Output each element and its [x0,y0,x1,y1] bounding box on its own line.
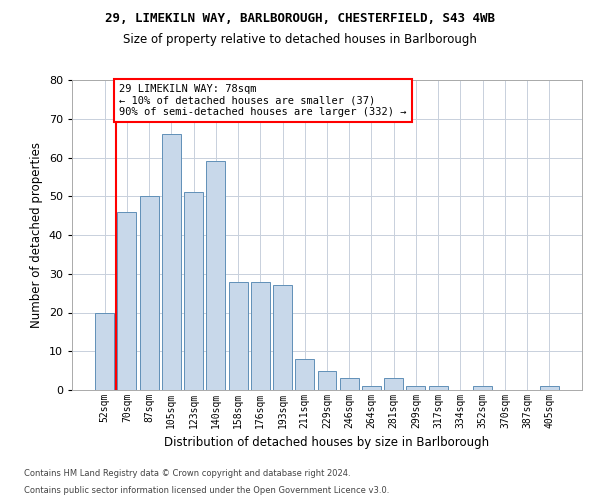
Bar [95,312,114,390]
Bar [206,162,225,390]
Y-axis label: Number of detached properties: Number of detached properties [30,142,43,328]
Bar [540,386,559,390]
Bar [429,386,448,390]
Bar [184,192,203,390]
Bar [473,386,492,390]
Bar [295,359,314,390]
Bar [251,282,270,390]
Text: Contains HM Land Registry data © Crown copyright and database right 2024.: Contains HM Land Registry data © Crown c… [24,468,350,477]
Bar [140,196,158,390]
Text: Contains public sector information licensed under the Open Government Licence v3: Contains public sector information licen… [24,486,389,495]
Bar [406,386,425,390]
Bar [317,370,337,390]
Text: Size of property relative to detached houses in Barlborough: Size of property relative to detached ho… [123,32,477,46]
Bar [362,386,381,390]
Bar [384,378,403,390]
Text: 29, LIMEKILN WAY, BARLBOROUGH, CHESTERFIELD, S43 4WB: 29, LIMEKILN WAY, BARLBOROUGH, CHESTERFI… [105,12,495,26]
Bar [162,134,181,390]
Bar [273,286,292,390]
Bar [118,212,136,390]
X-axis label: Distribution of detached houses by size in Barlborough: Distribution of detached houses by size … [164,436,490,450]
Bar [340,378,359,390]
Text: 29 LIMEKILN WAY: 78sqm
← 10% of detached houses are smaller (37)
90% of semi-det: 29 LIMEKILN WAY: 78sqm ← 10% of detached… [119,84,407,117]
Bar [229,282,248,390]
